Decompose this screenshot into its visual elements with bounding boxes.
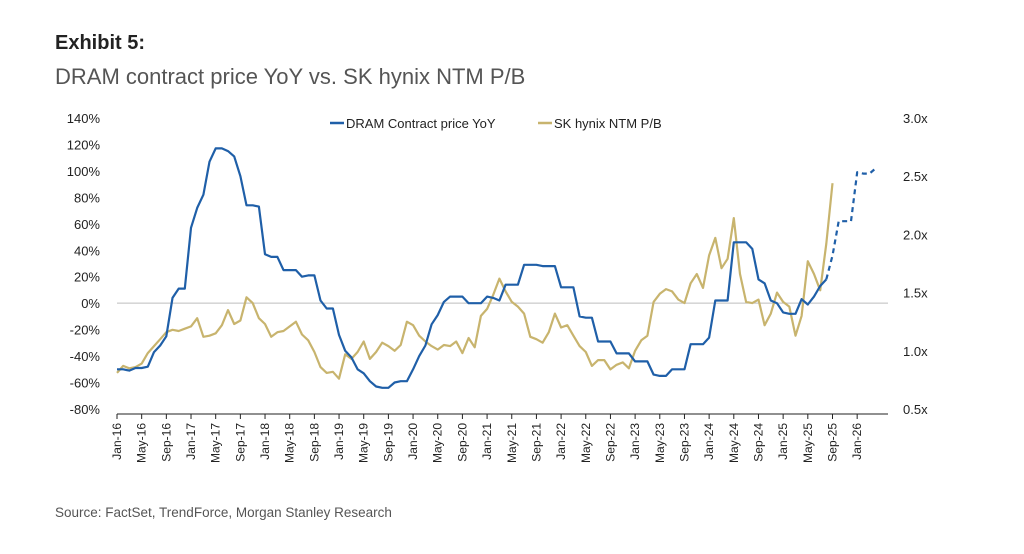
x-axis-tick-label: Jan-25 [776, 423, 790, 460]
x-axis-tick-label: Jan-20 [406, 423, 420, 460]
left-axis-tick-label: -60% [70, 376, 101, 391]
x-axis-tick-label: Sep-25 [825, 423, 839, 462]
right-axis-tick-label: 2.5x [903, 169, 928, 184]
x-axis-tick-label: Jan-23 [628, 423, 642, 460]
x-axis-tick-label: Sep-18 [307, 423, 321, 462]
x-axis-tick-label: May-20 [431, 423, 445, 463]
x-axis-tick-label: May-19 [357, 423, 371, 463]
x-axis-tick-label: Sep-22 [603, 423, 617, 462]
x-axis-tick-label: Sep-19 [381, 423, 395, 462]
right-axis-tick-label: 1.0x [903, 344, 928, 359]
x-axis-tick-label: May-24 [727, 423, 741, 463]
right-axis-tick-label: 2.0x [903, 227, 928, 242]
left-axis-tick-label: 20% [74, 270, 100, 285]
left-axis-tick-label: -80% [70, 402, 101, 417]
x-axis-tick-label: Sep-20 [455, 423, 469, 462]
legend-item-dram-label: DRAM Contract price YoY [346, 116, 496, 131]
source-note: Source: FactSet, TrendForce, Morgan Stan… [55, 505, 392, 520]
x-axis-tick-label: Jan-17 [184, 423, 198, 460]
x-axis-tick-label: Sep-17 [233, 423, 247, 462]
right-axis-tick-label: 3.0x [903, 111, 928, 126]
right-axis-tick-label: 0.5x [903, 402, 928, 417]
legend-item-pb-label: SK hynix NTM P/B [554, 116, 662, 131]
x-axis-tick-label: Jan-21 [480, 423, 494, 460]
x-axis-tick-label: May-22 [579, 423, 593, 463]
x-axis-tick-label: May-23 [653, 423, 667, 463]
x-axis-tick-label: May-21 [505, 423, 519, 463]
x-axis-tick-label: Jan-18 [258, 423, 272, 460]
left-y-axis: -80% -60% -40% -20% 0% 20% 40% 60% 80% 100% 120% 14… [67, 111, 101, 417]
x-axis-tick-label: Sep-24 [751, 423, 765, 462]
x-axis-tick-label: Sep-21 [529, 423, 543, 462]
dram-line [117, 147, 828, 389]
x-axis-tick-label: May-18 [283, 423, 297, 463]
pb-line [116, 183, 834, 380]
x-axis-tick-label: May-16 [135, 423, 149, 463]
chart-title: DRAM contract price YoY vs. SK hynix NTM… [55, 64, 526, 89]
x-axis-tick-label: Jan-19 [332, 423, 346, 460]
left-axis-tick-label: 40% [74, 243, 100, 258]
x-axis-tick-label: Jan-16 [110, 423, 124, 460]
left-axis-tick-label: -20% [70, 323, 101, 338]
x-axis-tick-label: May-25 [801, 423, 815, 463]
dram-forecast-line [825, 167, 877, 280]
series-lines [116, 147, 877, 389]
legend: DRAM Contract price YoY SK hynix NTM P/B [330, 116, 662, 131]
exhibit-label: Exhibit 5: [55, 32, 146, 54]
left-axis-tick-label: -40% [70, 349, 101, 364]
x-axis-tick-label: Jan-26 [850, 423, 864, 460]
x-axis-tick-label: Jan-22 [554, 423, 568, 460]
left-axis-tick-label: 0% [81, 296, 100, 311]
x-axis-tick-label: Jan-24 [702, 423, 716, 460]
x-axis-tick-label: Sep-23 [677, 423, 691, 462]
left-axis-tick-label: 140% [67, 111, 101, 126]
x-axis: Jan-16 May-16 Sep-16 Jan-17 May-17 Sep-17 Jan-… [110, 413, 888, 463]
x-axis-tick-label: Sep-16 [159, 423, 173, 462]
left-axis-tick-label: 80% [74, 190, 100, 205]
right-y-axis: 0.5x 1.0x 1.5x 2.0x 2.5x 3.0x [903, 111, 928, 417]
left-axis-tick-label: 100% [67, 164, 101, 179]
x-axis-tick-label: May-17 [209, 423, 223, 463]
left-axis-tick-label: 60% [74, 217, 100, 232]
right-axis-tick-label: 1.5x [903, 286, 928, 301]
left-axis-tick-label: 120% [67, 137, 101, 152]
